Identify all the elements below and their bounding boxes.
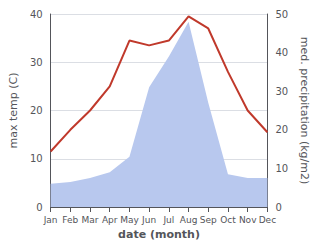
svg-text:50: 50 — [275, 9, 288, 20]
svg-text:Jan: Jan — [43, 215, 58, 225]
svg-text:20: 20 — [30, 105, 43, 116]
svg-text:40: 40 — [30, 9, 43, 20]
svg-text:30: 30 — [30, 57, 43, 68]
svg-text:10: 10 — [275, 163, 288, 174]
svg-text:date (month): date (month) — [118, 228, 200, 241]
svg-text:30: 30 — [275, 86, 288, 97]
svg-text:20: 20 — [275, 124, 288, 135]
svg-text:Jun: Jun — [141, 215, 156, 225]
svg-text:max temp (C): max temp (C) — [7, 72, 20, 148]
svg-text:0: 0 — [36, 202, 42, 213]
svg-text:Dec: Dec — [259, 215, 276, 225]
svg-text:Nov: Nov — [239, 215, 257, 225]
svg-text:Mar: Mar — [82, 215, 99, 225]
svg-text:40: 40 — [275, 47, 288, 58]
svg-text:Jul: Jul — [162, 215, 174, 225]
svg-text:10: 10 — [30, 153, 43, 164]
svg-text:Oct: Oct — [220, 215, 236, 225]
svg-text:Aug: Aug — [180, 215, 198, 225]
svg-text:med. precipitation (kg/m2): med. precipitation (kg/m2) — [298, 37, 311, 185]
svg-text:Feb: Feb — [62, 215, 78, 225]
svg-text:Apr: Apr — [102, 215, 118, 225]
svg-text:Sep: Sep — [200, 215, 217, 225]
svg-text:May: May — [120, 215, 139, 225]
svg-text:0: 0 — [275, 202, 281, 213]
